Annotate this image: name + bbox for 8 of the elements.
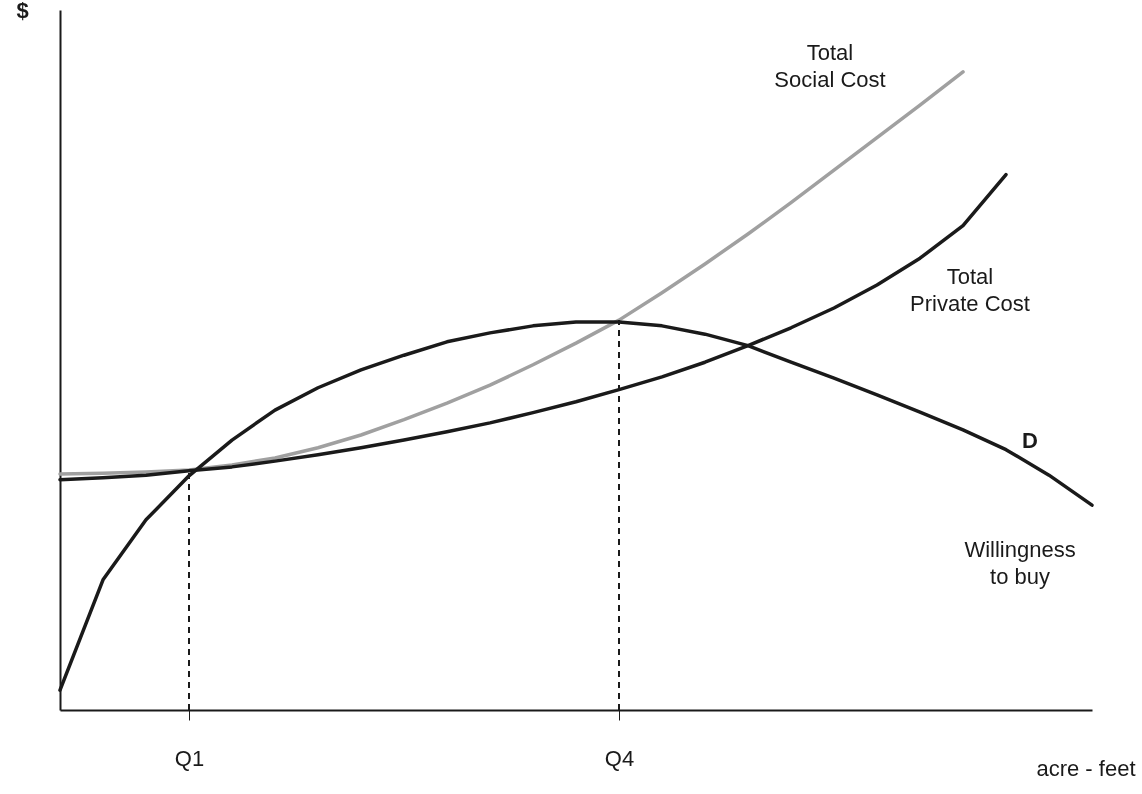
series-label: Total Private Cost [910,263,1030,316]
series-label: Total Social Cost [774,39,886,92]
y-axis-title: $ [16,0,29,23]
x-tick-label: Q4 [604,745,635,771]
series-label: D [1022,428,1038,454]
annotation: Willingness to buy [964,536,1076,589]
x-axis-title: acre - feet [1036,755,1136,781]
x-tick-label: Q1 [174,745,205,771]
